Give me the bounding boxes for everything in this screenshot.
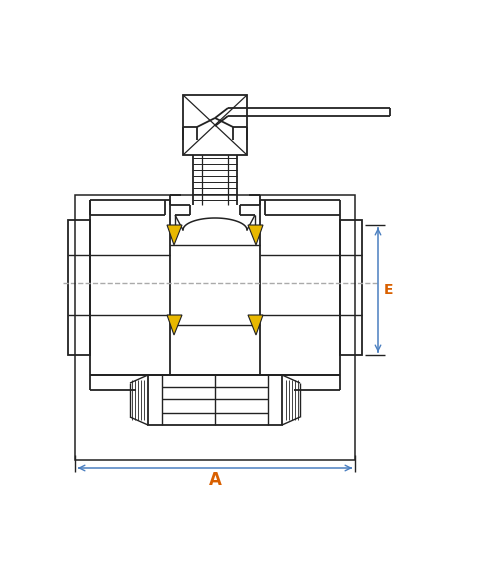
Bar: [340, 220, 362, 355]
Bar: [148, 375, 282, 425]
Polygon shape: [248, 225, 263, 245]
Bar: [75, 195, 355, 460]
Polygon shape: [248, 315, 263, 335]
Polygon shape: [167, 225, 182, 245]
Polygon shape: [167, 315, 182, 335]
Text: A: A: [208, 471, 222, 489]
Text: E: E: [384, 283, 394, 297]
Bar: [68, 220, 90, 355]
Bar: [183, 95, 247, 155]
